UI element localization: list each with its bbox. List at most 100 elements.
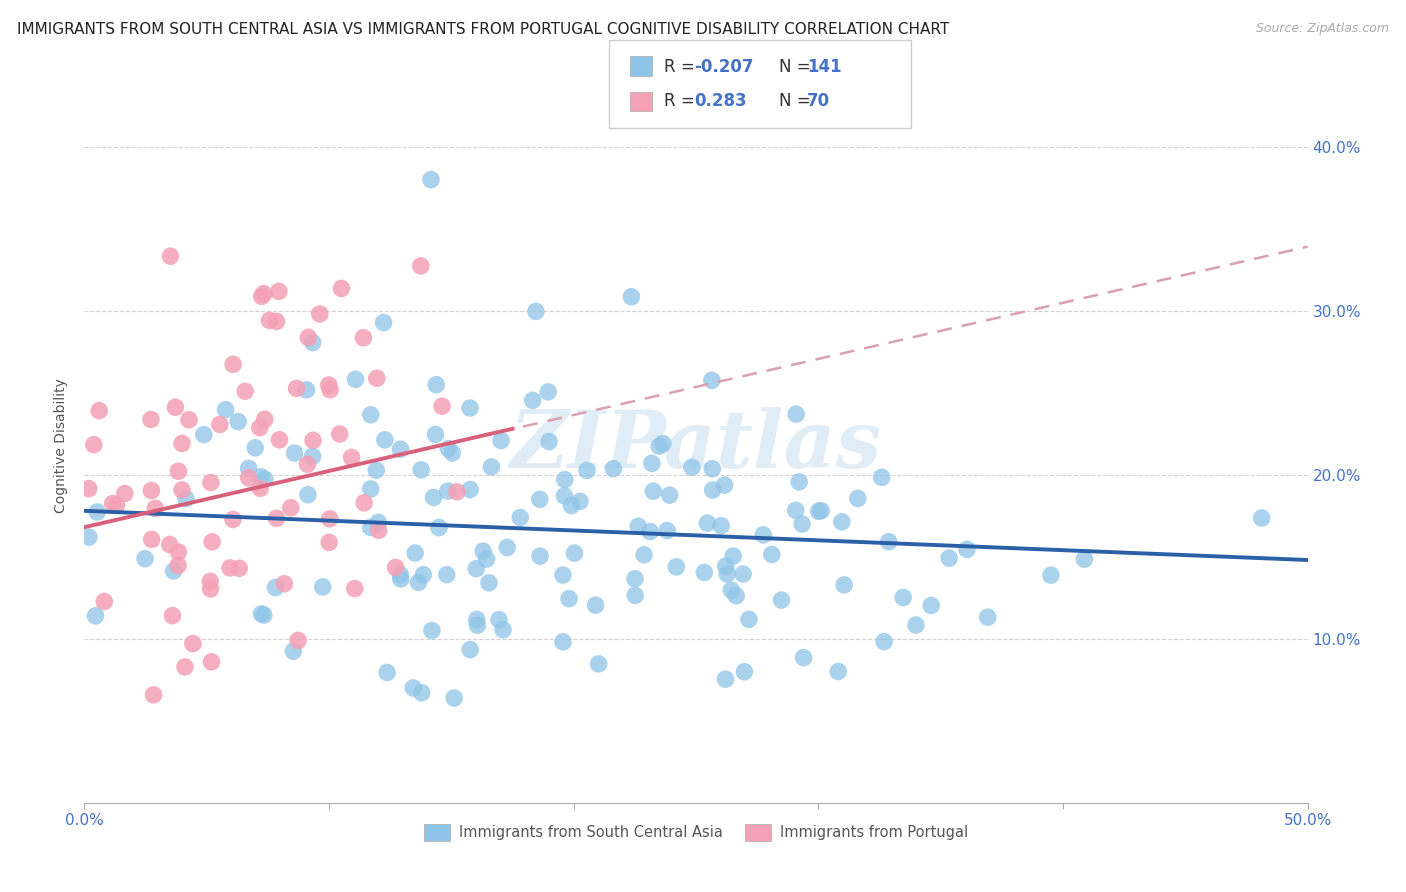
- Point: [266, 511, 288, 525]
- Point: [585, 598, 607, 612]
- Point: [465, 612, 488, 626]
- Point: [162, 608, 184, 623]
- Point: [832, 578, 855, 592]
- Point: [222, 512, 245, 526]
- Point: [422, 491, 444, 505]
- Point: [492, 623, 515, 637]
- Point: [170, 436, 193, 450]
- Point: [529, 492, 551, 507]
- Point: [733, 665, 755, 679]
- Text: R =: R =: [664, 92, 704, 110]
- Point: [420, 624, 443, 638]
- Point: [620, 290, 643, 304]
- Point: [222, 357, 245, 371]
- Point: [558, 591, 581, 606]
- Point: [651, 436, 673, 450]
- Point: [714, 559, 737, 574]
- Point: [785, 407, 807, 421]
- Point: [475, 552, 498, 566]
- Point: [101, 497, 124, 511]
- Point: [522, 393, 544, 408]
- Point: [425, 427, 447, 442]
- Point: [564, 546, 586, 560]
- Point: [509, 510, 531, 524]
- Point: [1039, 568, 1062, 582]
- Point: [529, 549, 551, 563]
- Point: [266, 314, 288, 328]
- Point: [233, 384, 256, 399]
- Text: R =: R =: [664, 58, 700, 76]
- Point: [496, 541, 519, 555]
- Point: [287, 633, 309, 648]
- Point: [790, 516, 813, 531]
- Point: [441, 446, 464, 460]
- Point: [458, 483, 481, 497]
- Point: [141, 483, 163, 498]
- Point: [330, 281, 353, 295]
- Point: [846, 491, 869, 506]
- Point: [877, 534, 900, 549]
- Point: [436, 567, 458, 582]
- Point: [141, 533, 163, 547]
- Point: [200, 655, 222, 669]
- Point: [551, 635, 574, 649]
- Point: [575, 463, 598, 477]
- Point: [467, 618, 489, 632]
- Point: [367, 523, 389, 537]
- Point: [553, 489, 575, 503]
- Point: [143, 501, 166, 516]
- Point: [920, 599, 942, 613]
- Point: [269, 433, 291, 447]
- Point: [238, 471, 260, 485]
- Point: [602, 461, 624, 475]
- Point: [374, 433, 396, 447]
- Point: [302, 434, 325, 448]
- Point: [720, 583, 742, 598]
- Point: [134, 551, 156, 566]
- Point: [831, 515, 853, 529]
- Point: [713, 478, 735, 492]
- Point: [489, 434, 512, 448]
- Point: [827, 665, 849, 679]
- Text: Source: ZipAtlas.com: Source: ZipAtlas.com: [1256, 22, 1389, 36]
- Point: [425, 377, 447, 392]
- Point: [446, 484, 468, 499]
- Point: [1250, 511, 1272, 525]
- Point: [312, 580, 335, 594]
- Point: [443, 691, 465, 706]
- Point: [738, 612, 761, 626]
- Legend: Immigrants from South Central Asia, Immigrants from Portugal: Immigrants from South Central Asia, Immi…: [418, 818, 974, 847]
- Point: [641, 456, 664, 470]
- Point: [977, 610, 1000, 624]
- Point: [253, 607, 276, 622]
- Point: [938, 551, 960, 566]
- Point: [472, 544, 495, 558]
- Point: [200, 475, 222, 490]
- Point: [560, 499, 582, 513]
- Point: [167, 464, 190, 478]
- Point: [170, 483, 193, 497]
- Point: [638, 524, 661, 539]
- Point: [488, 613, 510, 627]
- Point: [253, 286, 276, 301]
- Point: [249, 470, 271, 484]
- Point: [238, 461, 260, 475]
- Point: [77, 482, 100, 496]
- Point: [554, 473, 576, 487]
- Point: [430, 399, 453, 413]
- Point: [366, 463, 388, 477]
- Point: [83, 437, 105, 451]
- Point: [873, 634, 896, 648]
- Point: [159, 249, 181, 263]
- Point: [89, 403, 111, 417]
- Text: N =: N =: [779, 58, 815, 76]
- Point: [588, 657, 610, 671]
- Point: [870, 470, 893, 484]
- Point: [648, 439, 671, 453]
- Point: [793, 650, 815, 665]
- Point: [657, 524, 679, 538]
- Point: [250, 289, 273, 303]
- Point: [411, 463, 433, 477]
- Point: [787, 475, 810, 489]
- Point: [319, 383, 342, 397]
